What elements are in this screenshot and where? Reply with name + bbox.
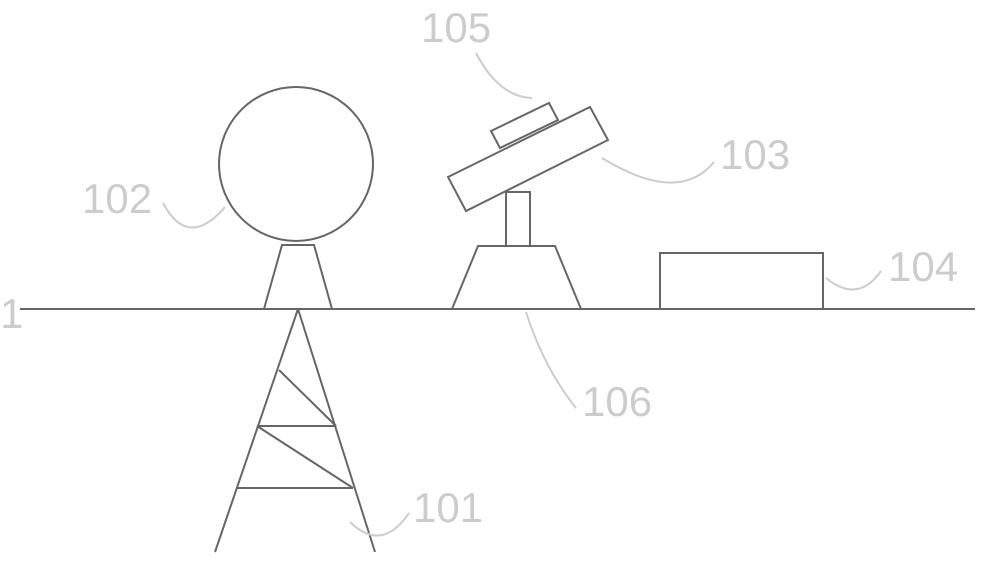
callout-label-102: 102 bbox=[82, 175, 152, 223]
antenna-pedestal bbox=[452, 246, 581, 309]
tower-leg-left bbox=[215, 309, 298, 552]
callout-label-106: 106 bbox=[582, 378, 652, 426]
leader-line bbox=[163, 203, 225, 228]
callout-label-105: 105 bbox=[421, 4, 491, 52]
tower-leg-right bbox=[298, 309, 375, 552]
schematic-diagram bbox=[0, 0, 1000, 561]
callout-label-103: 103 bbox=[720, 131, 790, 179]
antenna-column bbox=[506, 192, 530, 246]
callout-label-104: 104 bbox=[888, 243, 958, 291]
callout-label-101: 101 bbox=[413, 484, 483, 532]
leader-line bbox=[526, 312, 576, 408]
leader-line bbox=[826, 271, 881, 289]
sphere-shape bbox=[219, 87, 373, 241]
leader-line bbox=[602, 158, 714, 183]
equipment-box bbox=[660, 253, 823, 309]
sphere-base bbox=[264, 245, 332, 309]
leader-line bbox=[350, 513, 409, 536]
tower-brace bbox=[279, 370, 336, 426]
leader-line bbox=[476, 53, 532, 98]
callout-label-1: 1 bbox=[0, 290, 23, 338]
